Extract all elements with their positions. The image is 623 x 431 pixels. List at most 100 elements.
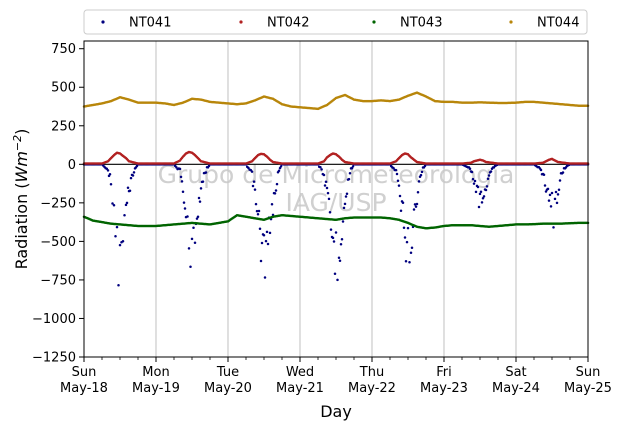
data-point: [481, 197, 485, 200]
data-point: [340, 237, 344, 241]
data-point: [343, 202, 347, 206]
legend-item-nt043: NT043: [372, 16, 442, 31]
data-point: [258, 227, 262, 230]
data-point: [252, 180, 256, 183]
data-point: [195, 217, 199, 220]
data-point: [547, 199, 551, 202]
series-points: [82, 91, 590, 287]
data-point: [484, 188, 488, 192]
x-tick-label-day-3: Wed: [286, 365, 314, 380]
data-point: [259, 259, 263, 263]
data-point: [125, 201, 129, 205]
data-point: [350, 166, 354, 170]
data-point: [398, 194, 402, 198]
data-point: [470, 170, 474, 174]
data-point: [109, 183, 113, 186]
data-point: [124, 203, 128, 207]
data-point: [546, 187, 550, 191]
data-point: [324, 180, 328, 184]
watermark-line2: IAG/USP: [285, 188, 386, 217]
data-point: [468, 167, 472, 170]
data-point: [320, 168, 323, 171]
x-tick-label-date-2: May-20: [204, 381, 252, 396]
data-point: [420, 170, 424, 174]
x-tick-label-date-5: May-23: [420, 381, 468, 396]
data-point: [198, 200, 202, 203]
y-tick-label-1: −1000: [32, 312, 76, 327]
data-point: [192, 226, 195, 230]
legend-marker: [509, 20, 513, 24]
data-point: [416, 191, 420, 194]
y-axis-title-unit: Wm: [12, 151, 31, 182]
data-point: [482, 195, 486, 198]
data-point: [409, 251, 413, 255]
x-tick-label-day-5: Fri: [436, 365, 452, 380]
series-nt042: [82, 150, 590, 165]
data-point: [118, 243, 122, 247]
legend-marker: [372, 20, 376, 24]
data-point: [543, 184, 547, 187]
data-point: [337, 256, 341, 260]
data-point: [557, 188, 561, 191]
data-point: [489, 170, 493, 173]
data-point: [412, 208, 416, 211]
legend-frame: [83, 9, 588, 35]
data-point: [339, 243, 343, 246]
legend: NT041 NT042 NT043 NT044: [83, 9, 588, 35]
data-point: [250, 170, 254, 173]
x-tick-label-date-6: May-24: [492, 381, 540, 396]
data-point: [117, 284, 120, 287]
data-point: [268, 231, 272, 235]
data-point: [408, 261, 411, 264]
x-tick-label-day-4: Thu: [359, 365, 384, 380]
data-point: [394, 168, 398, 172]
data-point: [323, 184, 327, 187]
data-point: [257, 209, 261, 213]
data-point: [550, 191, 554, 195]
x-tick-label-day-0: Sun: [72, 365, 97, 380]
data-point: [392, 167, 395, 170]
data-point: [403, 236, 407, 239]
data-point: [336, 278, 339, 282]
data-point: [326, 191, 330, 195]
x-tick-label-date-3: May-21: [276, 381, 324, 396]
data-point: [254, 202, 258, 206]
data-point: [561, 171, 565, 174]
data-point: [180, 180, 184, 183]
data-point: [396, 179, 400, 182]
data-point: [548, 193, 552, 197]
data-point: [402, 226, 406, 229]
data-point: [405, 240, 409, 244]
data-point: [539, 168, 543, 172]
data-point: [274, 189, 278, 192]
data-point: [395, 172, 399, 176]
data-point: [262, 234, 266, 237]
x-tick-label-day-1: Mon: [142, 365, 169, 380]
data-point: [472, 182, 476, 185]
data-point: [266, 242, 270, 246]
legend-marker: [239, 20, 243, 24]
y-axis-title: Radiation (Wm−2): [11, 129, 31, 270]
data-point: [331, 236, 335, 240]
data-point: [112, 204, 116, 207]
data-point: [333, 272, 337, 276]
legend-label: NT042: [267, 16, 309, 31]
data-point: [199, 187, 203, 190]
data-point: [128, 189, 132, 193]
data-point: [201, 180, 205, 183]
data-point: [263, 276, 267, 279]
data-point: [473, 179, 477, 183]
x-axis-ticks: SunMay-18MonMay-19TueMay-20WedMay-21ThuM…: [60, 357, 612, 396]
data-point: [131, 174, 135, 177]
data-point: [265, 230, 269, 234]
y-tick-label-5: 0: [68, 158, 76, 173]
data-point: [341, 220, 345, 223]
y-axis-title-main: Radiation (: [12, 182, 31, 269]
data-point: [542, 173, 546, 177]
legend-marker: [101, 20, 105, 24]
data-point: [121, 240, 125, 243]
data-point: [342, 206, 346, 210]
y-tick-label-7: 500: [51, 81, 76, 96]
data-point: [255, 209, 259, 213]
data-point: [471, 177, 475, 181]
